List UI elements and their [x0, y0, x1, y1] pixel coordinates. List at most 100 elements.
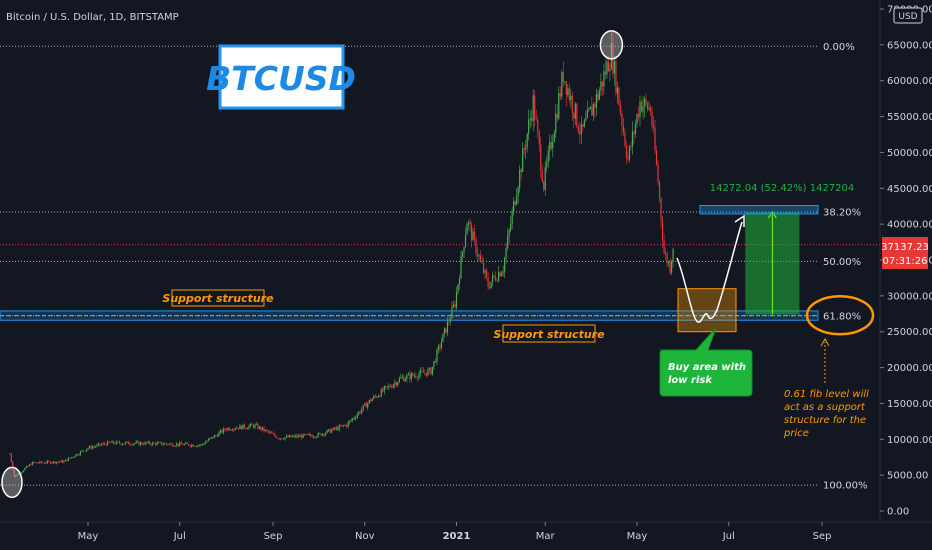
- candle-body: [550, 141, 552, 149]
- candle-body: [382, 389, 384, 392]
- candle-body: [583, 120, 585, 127]
- candle-body: [394, 382, 396, 385]
- x-tick-label: Jul: [173, 531, 186, 542]
- candle-body: [492, 275, 494, 282]
- candle-body: [380, 389, 382, 397]
- candle-body: [523, 148, 525, 150]
- candle-body: [352, 418, 354, 421]
- candle-body: [649, 107, 652, 113]
- candle-body: [461, 251, 464, 257]
- candle-body: [310, 434, 312, 436]
- candle-body: [70, 457, 73, 459]
- candle-body: [96, 444, 98, 447]
- candle-body: [473, 231, 476, 239]
- candle-body: [112, 441, 115, 444]
- candle-body: [472, 231, 474, 241]
- candle-body: [200, 444, 202, 446]
- candle-body: [413, 375, 415, 377]
- candle-body: [660, 198, 662, 221]
- candle-body: [34, 462, 36, 464]
- candle-body: [340, 425, 342, 427]
- candle-body: [555, 113, 557, 134]
- candle-body: [134, 443, 136, 445]
- candle-body: [667, 262, 670, 264]
- candle-body: [433, 361, 435, 367]
- candle-body: [446, 321, 449, 333]
- candle-body: [658, 182, 661, 199]
- candle-body: [75, 454, 77, 457]
- candle-body: [496, 280, 498, 282]
- candle-body: [652, 126, 655, 128]
- symbol-title: Bitcoin / U.S. Dollar, 1D, BITSTAMP: [6, 12, 179, 23]
- candle-body: [236, 427, 238, 429]
- candle-body: [216, 435, 218, 437]
- candle-body: [138, 441, 140, 445]
- candle-body: [254, 424, 256, 428]
- candle-body: [230, 429, 232, 431]
- candle-body: [618, 87, 620, 106]
- candle-body: [442, 333, 444, 343]
- candle-body: [27, 466, 29, 468]
- candle-body: [186, 442, 188, 444]
- candle-body: [284, 437, 286, 440]
- candle-body: [493, 275, 495, 277]
- candle-body: [67, 457, 70, 462]
- candle-body: [609, 68, 611, 72]
- candle-body: [302, 434, 304, 438]
- candle-body: [580, 124, 582, 135]
- candle-body: [389, 385, 391, 387]
- candle-body: [553, 133, 555, 142]
- candle-body: [42, 462, 44, 464]
- candle-body: [376, 396, 378, 398]
- candle-body: [18, 473, 20, 475]
- candle-body: [45, 462, 47, 464]
- candle-body: [568, 88, 570, 100]
- candle-body: [165, 443, 167, 445]
- candle-body: [246, 428, 249, 430]
- candle-body: [514, 201, 516, 205]
- candle-body: [361, 409, 363, 413]
- candle-body: [501, 273, 503, 277]
- candle-body: [464, 234, 467, 248]
- candle-body: [624, 132, 626, 146]
- candle-body: [258, 426, 261, 429]
- candle-body: [60, 460, 62, 462]
- candle-body: [419, 370, 422, 375]
- candle-body: [132, 443, 134, 446]
- candle-body: [39, 461, 41, 463]
- candle-body: [33, 461, 35, 463]
- currency-badge[interactable]: USD: [893, 7, 923, 24]
- y-tick-label: 55000.00: [887, 112, 932, 123]
- candle-body: [485, 270, 488, 278]
- candle-body: [320, 433, 322, 436]
- candle-body: [21, 471, 23, 474]
- candle-body: [424, 372, 426, 374]
- candle-body: [457, 284, 459, 293]
- candle-body: [106, 441, 109, 446]
- candle-body: [308, 434, 310, 435]
- projection-arrow-head: [734, 214, 745, 227]
- candle-body: [604, 71, 607, 75]
- candle-body: [221, 430, 223, 433]
- candle-body: [395, 382, 397, 386]
- candle-body: [332, 427, 334, 430]
- candle-body: [666, 253, 668, 264]
- candle-body: [619, 105, 622, 114]
- candle-body: [121, 444, 124, 445]
- candle-body: [476, 253, 479, 257]
- candle-body: [105, 444, 107, 446]
- candle-body: [267, 430, 270, 433]
- buy-area-callout: Buy area with low risk: [659, 327, 753, 397]
- candle-body: [437, 346, 440, 350]
- candle-body: [488, 286, 491, 288]
- candle-body: [528, 119, 530, 134]
- candle-body: [416, 377, 418, 379]
- candle-body: [570, 95, 572, 100]
- candle-body: [400, 377, 402, 379]
- candle-body: [303, 434, 306, 435]
- candle-body: [293, 435, 295, 437]
- candle-body: [541, 170, 543, 182]
- candle-body: [182, 444, 184, 446]
